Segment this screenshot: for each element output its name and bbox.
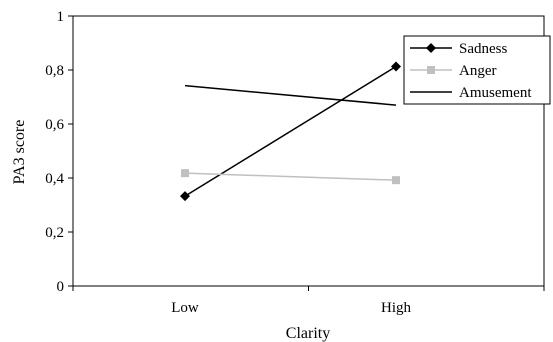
data-point-sadness xyxy=(180,191,190,202)
y-tick-label: 0 xyxy=(57,279,65,295)
legend: Sadness Anger Amusement xyxy=(403,35,551,105)
y-tick-label: 0,6 xyxy=(45,117,64,133)
data-point-anger xyxy=(181,169,189,178)
data-point-sadness xyxy=(391,61,401,72)
series-group xyxy=(180,61,401,202)
legend-label-anger: Anger xyxy=(459,63,497,79)
y-axis-ticks: 0 0,2 0,4 0,6 0,8 1 xyxy=(45,9,73,295)
legend-marker-anger xyxy=(427,66,435,74)
y-tick-label: 0,4 xyxy=(45,171,64,187)
data-point-anger xyxy=(392,176,400,185)
legend-marker-sadness xyxy=(426,43,436,53)
series-line-amusement xyxy=(184,84,397,106)
x-axis-ticks: Low High xyxy=(72,286,545,316)
y-axis-title: PA3 score xyxy=(11,120,28,185)
x-tick-label: High xyxy=(381,300,412,316)
y-tick-label: 0,8 xyxy=(45,63,64,79)
x-tick-label: Low xyxy=(171,300,199,316)
y-tick-label: 1 xyxy=(57,9,65,25)
legend-label-sadness: Sadness xyxy=(459,41,507,57)
series-line-anger xyxy=(184,172,397,181)
legend-label-amusement: Amusement xyxy=(459,85,532,101)
y-tick-label: 0,2 xyxy=(45,225,64,241)
x-axis-title: Clarity xyxy=(286,325,330,342)
